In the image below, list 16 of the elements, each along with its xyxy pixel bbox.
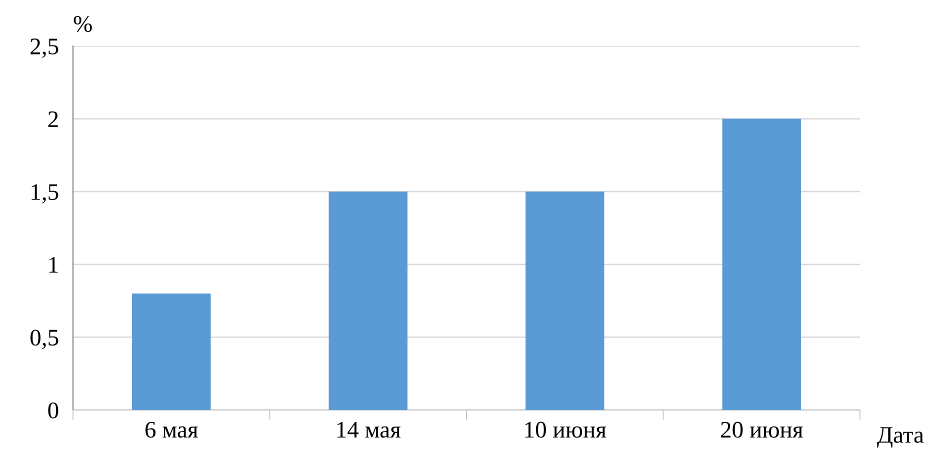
x-axis-title: Дата (877, 427, 924, 448)
x-tick-label: 10 июня (525, 422, 606, 438)
y-tick-label: 2 (48, 111, 58, 127)
bar (328, 192, 408, 410)
bar (722, 118, 801, 410)
y-tick-label: 2,5 (30, 38, 58, 58)
x-tick-label: 6 мая (145, 422, 198, 438)
y-tick-label: 1 (49, 257, 58, 273)
bar (526, 192, 604, 410)
x-tick-label: 14 мая (337, 422, 401, 438)
y-tick-label: 1,5 (32, 184, 58, 204)
bar (132, 294, 211, 410)
x-tick-label: 20 июня (721, 422, 803, 438)
y-tick-label: 0,5 (30, 330, 58, 350)
y-tick-label: 0 (48, 402, 58, 418)
y-axis-title: % (74, 16, 92, 32)
